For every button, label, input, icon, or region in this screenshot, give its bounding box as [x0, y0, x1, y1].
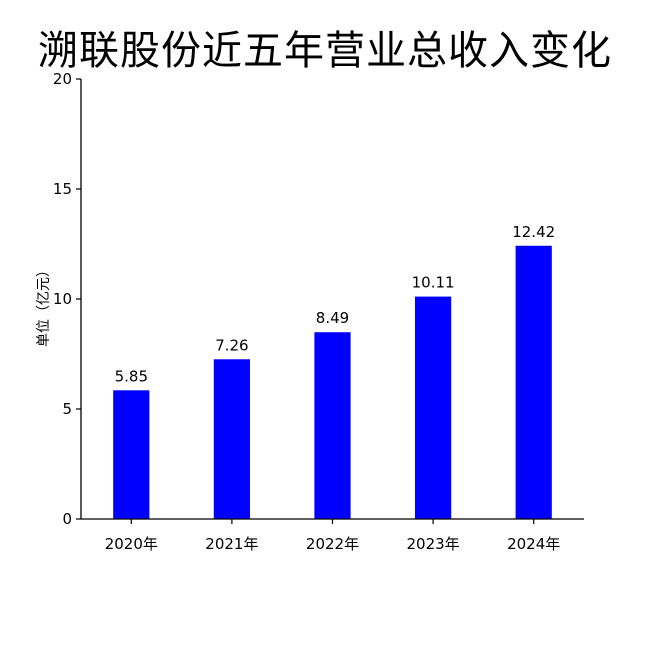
bar: [213, 359, 251, 519]
bar: [113, 390, 150, 519]
labels-layer: 5.85 2020年 7.26 2021年 8.49 2022年 10.11 2023年 12.…: [53, 70, 560, 553]
bar-value-label: 8.49: [316, 309, 349, 327]
bar: [515, 245, 552, 519]
x-tick-label: 2021年: [205, 535, 258, 553]
y-tick-label: 0: [62, 510, 72, 528]
chart-title: 溯联股份近五年营业总收入变化: [38, 28, 612, 74]
bar-value-label: 7.26: [215, 336, 248, 354]
y-tick-label: 10: [53, 290, 72, 308]
bar-value-label: 10.11: [412, 274, 455, 292]
y-tick-label: 15: [53, 180, 72, 198]
bar-value-label: 12.42: [512, 223, 555, 241]
x-tick-label: 2023年: [407, 535, 460, 553]
x-tick-label: 2024年: [507, 535, 560, 553]
y-axis-label: 单位（亿元）: [36, 263, 52, 347]
bars-layer: [113, 245, 552, 519]
axes-layer: [76, 78, 584, 524]
bar: [414, 296, 452, 519]
y-tick-label: 5: [62, 400, 72, 418]
y-tick-label: 20: [53, 70, 72, 88]
x-tick-label: 2020年: [105, 535, 158, 553]
bar: [314, 332, 351, 519]
x-tick-label: 2022年: [306, 535, 359, 553]
bar-value-label: 5.85: [115, 367, 148, 385]
